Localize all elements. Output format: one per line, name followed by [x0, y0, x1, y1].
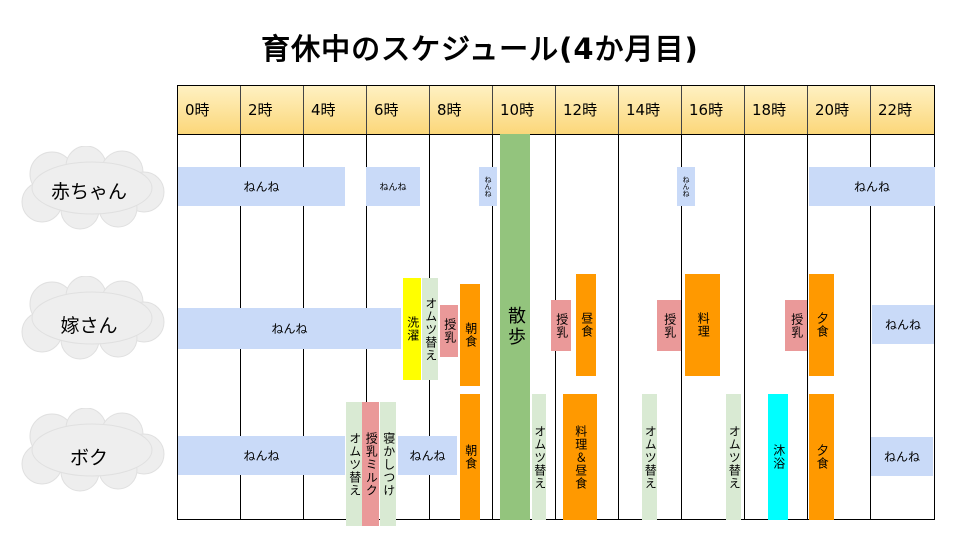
- wife-dinner-block: 夕食: [809, 274, 834, 376]
- hour-22: 22時: [870, 86, 934, 134]
- row-label-baby: 赤ちゃん: [50, 181, 127, 203]
- wife-breakfast-block: 朝食: [460, 284, 480, 386]
- hour-2: 2時: [240, 86, 303, 134]
- grid-vline: [681, 134, 682, 520]
- hour-6: 6時: [366, 86, 429, 134]
- me-breakfast-block: 朝食: [460, 394, 480, 520]
- hour-10: 10時: [492, 86, 555, 134]
- grid-vline: [807, 134, 808, 520]
- cloud-shape-wife: [21, 276, 165, 360]
- grid-border: [177, 85, 935, 520]
- walk-block: 散歩: [500, 134, 530, 520]
- wife-feed-block: 授乳: [551, 300, 571, 351]
- me-put-to-sleep-block: 寝かしつけ: [380, 402, 396, 526]
- row-label-wife: 嫁さん: [60, 315, 118, 337]
- me-sleep-block: ねんね: [178, 436, 345, 475]
- hour-18: 18時: [744, 86, 807, 134]
- cloud-shape-baby: [21, 146, 165, 230]
- wife-feed-block: 授乳: [785, 300, 807, 351]
- page-title: 育休中のスケジュール(4か月目): [261, 32, 699, 66]
- wife-feed-block: 授乳: [657, 300, 681, 351]
- hour-20: 20時: [807, 86, 870, 134]
- wife-cooking-block: 料理: [685, 274, 720, 376]
- me-diaper-block: オムツ替え: [726, 394, 741, 520]
- hour-12: 12時: [555, 86, 618, 134]
- hour-0: 0時: [177, 86, 240, 134]
- me-bath-block: 沐浴: [768, 394, 788, 520]
- grid-vline: [492, 134, 493, 520]
- hour-8: 8時: [429, 86, 492, 134]
- wife-feed-block: 授乳: [440, 305, 458, 357]
- wife-lunch-block: 昼食: [576, 274, 596, 376]
- wife-sleep-block: ねんね: [178, 308, 401, 349]
- baby-sleep-block: ねんね: [178, 167, 345, 206]
- me-milk-block: 授乳ミルク: [362, 402, 379, 526]
- hour-16: 16時: [681, 86, 744, 134]
- row-label-me: ボク: [69, 447, 108, 469]
- baby-nap-block: ねんね: [677, 167, 695, 206]
- me-nap-block: ねんね: [398, 436, 457, 475]
- me-diaper-block: オムツ替え: [532, 394, 547, 520]
- grid-vline: [618, 134, 619, 520]
- baby-nap-block: ねんね: [479, 167, 497, 206]
- grid-vline: [744, 134, 745, 520]
- wife-laundry-block: 洗濯: [403, 278, 421, 380]
- grid-hline: [177, 134, 935, 135]
- me-cook-lunch-block: 料理＆昼食: [563, 394, 597, 520]
- wife-diaper-block: オムツ替え: [422, 278, 438, 380]
- wife-sleep-block: ねんね: [872, 305, 934, 344]
- me-diaper-block: オムツ替え: [346, 402, 362, 526]
- baby-sleep-block: ねんね: [366, 167, 420, 206]
- hour-14: 14時: [618, 86, 681, 134]
- cloud-shape-me: [21, 408, 165, 492]
- me-diaper-block: オムツ替え: [642, 394, 657, 520]
- baby-sleep-block: ねんね: [809, 167, 935, 206]
- me-sleep-block: ねんね: [871, 437, 933, 476]
- me-dinner-block: 夕食: [809, 394, 834, 520]
- grid-vline: [870, 134, 871, 520]
- hour-4: 4時: [303, 86, 366, 134]
